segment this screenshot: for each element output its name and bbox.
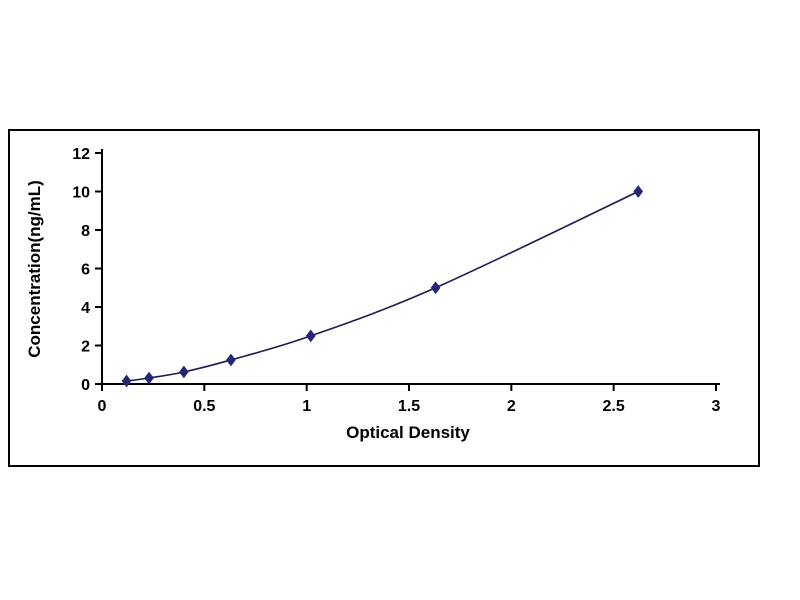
data-point-marker xyxy=(633,185,644,198)
y-tick-label: 8 xyxy=(81,223,90,240)
standard-curve-chart: Optical Density Concentration(ng/mL) 0 0.… xyxy=(8,129,760,467)
x-axis-label: Optical Density xyxy=(346,423,470,442)
x-tick-label: 3 xyxy=(712,398,721,415)
data-point-marker xyxy=(226,353,236,367)
data-point-marker xyxy=(179,365,189,379)
curve-line xyxy=(126,190,639,382)
plot-layer: 0 0.5 1 1.5 2 2.5 3 0 2 4 6 8 10 12 xyxy=(72,146,720,415)
y-tick-label: 2 xyxy=(81,339,90,356)
data-point-marker xyxy=(305,329,316,343)
x-tick-label: 0.5 xyxy=(193,398,215,415)
plot-svg: Optical Density Concentration(ng/mL) 0 0.… xyxy=(25,146,721,442)
x-tick-label: 2.5 xyxy=(603,398,625,415)
y-tick-label: 12 xyxy=(72,146,90,163)
x-tick-label: 1 xyxy=(302,398,311,415)
y-axis-label: Concentration(ng/mL) xyxy=(25,180,44,358)
y-tick-label: 4 xyxy=(81,300,90,317)
data-point-marker xyxy=(430,281,441,295)
y-tick-label: 10 xyxy=(72,185,90,202)
x-tick-label: 1.5 xyxy=(398,398,420,415)
x-tick-label: 0 xyxy=(98,398,107,415)
x-tick-label: 2 xyxy=(507,398,516,415)
data-point-marker xyxy=(121,374,132,388)
data-point-marker xyxy=(144,371,154,385)
y-tick-label: 0 xyxy=(81,377,90,394)
y-tick-label: 6 xyxy=(81,262,90,279)
